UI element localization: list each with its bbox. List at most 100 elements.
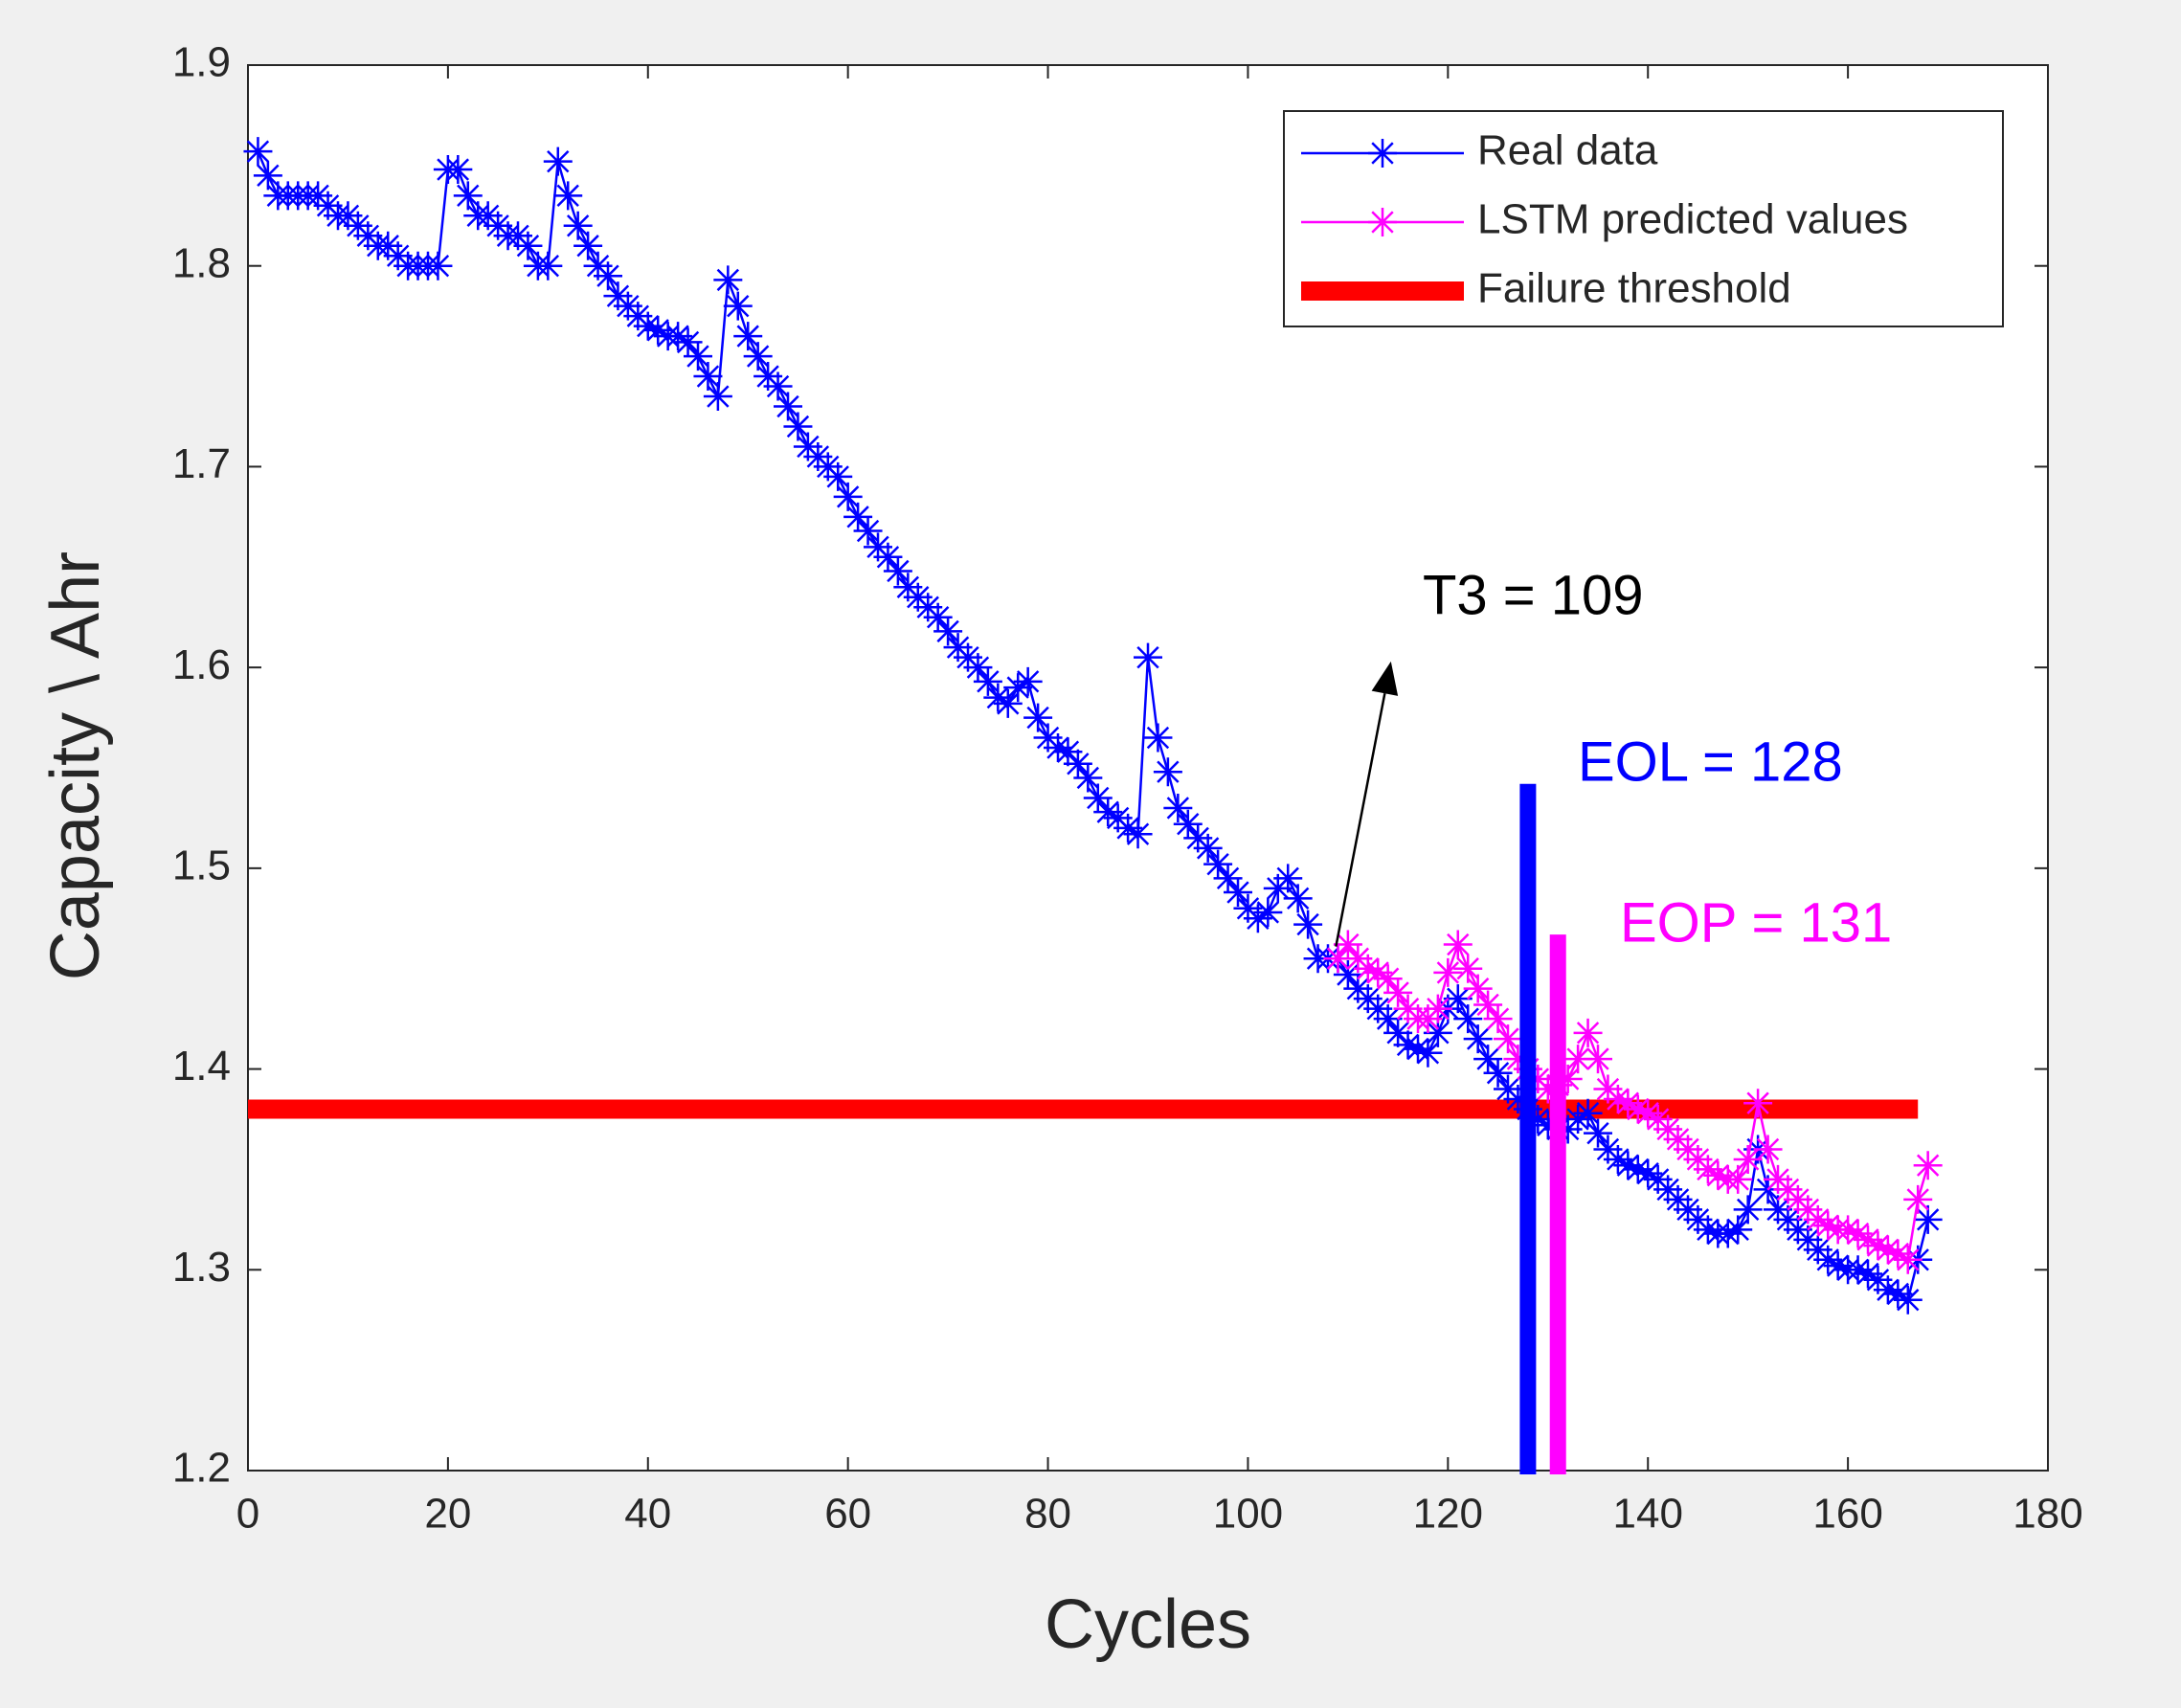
marker: [1813, 1245, 1843, 1274]
marker: [543, 146, 573, 176]
marker: [1483, 1004, 1513, 1034]
marker: [1633, 1098, 1663, 1128]
annotation: EOL = 128: [1578, 730, 1843, 793]
marker: [1193, 833, 1223, 863]
marker: [1393, 1030, 1423, 1060]
annotation: EOP = 131: [1620, 891, 1892, 954]
marker: [1213, 864, 1243, 893]
marker: [1433, 957, 1463, 987]
x-tick-label: 40: [624, 1491, 671, 1538]
arrow-head: [1371, 661, 1399, 696]
marker: [1083, 783, 1113, 813]
marker: [1053, 737, 1083, 767]
marker: [1873, 1275, 1902, 1305]
marker: [1413, 1038, 1443, 1068]
marker: [1113, 813, 1143, 843]
marker: [643, 315, 673, 345]
marker: [1893, 1245, 1922, 1274]
marker: [774, 392, 802, 421]
marker: [743, 342, 773, 371]
marker: [1363, 957, 1393, 987]
marker: [553, 181, 583, 211]
legend-label: LSTM predicted values: [1477, 196, 1908, 243]
marker: [1883, 1239, 1913, 1269]
marker: [1423, 994, 1452, 1023]
marker: [1443, 984, 1473, 1014]
legend-label: Failure threshold: [1477, 265, 1791, 312]
marker: [1603, 1144, 1632, 1174]
y-tick-label: 1.4: [172, 1043, 231, 1090]
marker: [1123, 820, 1153, 849]
marker: [1903, 1184, 1933, 1214]
marker: [843, 502, 873, 531]
marker: [1494, 1024, 1522, 1054]
marker: [1584, 1045, 1612, 1074]
y-tick-label: 1.2: [172, 1445, 231, 1492]
marker: [1723, 1164, 1753, 1194]
marker: [1623, 1094, 1653, 1124]
marker: [973, 666, 1002, 696]
marker: [1533, 1111, 1563, 1140]
marker: [684, 342, 712, 371]
marker: [823, 461, 853, 491]
marker: [1453, 1004, 1483, 1034]
marker: [1613, 1089, 1643, 1118]
marker: [1463, 974, 1493, 1003]
marker: [1143, 723, 1173, 753]
marker: [1693, 1215, 1722, 1245]
marker: [1913, 1151, 1943, 1180]
marker: [1533, 1074, 1563, 1104]
marker: [1203, 849, 1233, 879]
marker: [1743, 1089, 1773, 1118]
marker: [563, 211, 593, 240]
arrow-shaft: [1335, 692, 1386, 947]
marker: [1813, 1211, 1843, 1241]
marker: [1584, 1118, 1612, 1148]
marker: [423, 251, 453, 281]
marker: [703, 382, 732, 412]
marker: [453, 181, 483, 211]
marker: [1613, 1151, 1643, 1180]
marker: [533, 251, 563, 281]
marker: [1153, 757, 1182, 787]
marker: [923, 602, 953, 632]
marker: [1093, 798, 1123, 827]
marker: [1843, 1219, 1873, 1248]
marker: [1273, 864, 1303, 893]
marker: [1563, 1045, 1593, 1074]
marker: [1733, 1195, 1763, 1225]
marker: [253, 161, 282, 191]
marker: [573, 231, 603, 260]
marker: [1373, 1004, 1403, 1034]
marker: [633, 311, 663, 341]
marker: [993, 688, 1023, 718]
legend-marker: [1368, 208, 1397, 236]
marker: [733, 322, 763, 351]
marker: [963, 653, 993, 683]
marker: [1423, 1018, 1452, 1047]
marker: [1883, 1279, 1913, 1309]
y-tick-label: 1.5: [172, 842, 231, 888]
marker: [1333, 930, 1362, 959]
marker: [833, 482, 863, 511]
marker: [1044, 733, 1072, 763]
marker: [1873, 1235, 1902, 1265]
marker: [1753, 1135, 1783, 1164]
axes-box: [247, 64, 2049, 1472]
y-axis-label: Capacity \ Ahr: [37, 551, 114, 980]
marker: [1723, 1215, 1753, 1245]
marker: [1843, 1255, 1873, 1285]
marker: [1863, 1231, 1893, 1261]
marker: [1473, 990, 1503, 1020]
marker: [1913, 1204, 1943, 1234]
marker: [1573, 1018, 1603, 1047]
legend-marker: [1368, 139, 1397, 168]
marker: [1323, 944, 1353, 974]
marker: [1713, 1219, 1743, 1248]
x-tick-label: 80: [1024, 1491, 1071, 1538]
marker: [783, 412, 813, 441]
x-tick-label: 180: [2012, 1491, 2082, 1538]
marker: [1733, 1144, 1763, 1174]
marker: [1013, 666, 1043, 696]
